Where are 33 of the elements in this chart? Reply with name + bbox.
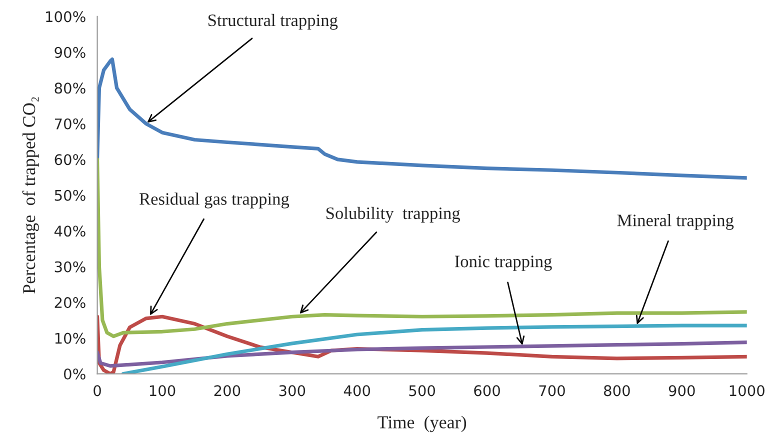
y-tick-label: 40% — [54, 226, 86, 237]
y-axis-title: Percentage of trapped CO₂ — [22, 97, 39, 294]
line-series — [121, 324, 747, 374]
y-tick-label: 90% — [54, 46, 86, 58]
x-tick-label: 300 — [279, 385, 306, 396]
x-tick-label: 1000 — [730, 385, 764, 396]
y-tick-label: 100% — [46, 11, 86, 22]
x-tick-label: 100 — [150, 385, 176, 396]
annotation: Ionic trapping — [454, 256, 552, 271]
x-tick-label: 200 — [214, 385, 240, 396]
annotation: Solubility trapping — [326, 206, 460, 223]
x-tick-label: 0 — [94, 385, 101, 396]
line-series — [97, 340, 747, 368]
y-tick-label: 80% — [54, 82, 86, 94]
y-tick-label: 50% — [54, 190, 86, 201]
x-tick-label: 500 — [409, 385, 436, 396]
y-tick-label: 60% — [54, 154, 86, 166]
annotation: Structural trapping — [208, 14, 338, 30]
line-series — [97, 58, 747, 180]
line-series — [97, 158, 747, 338]
annotation: Mineral trapping — [617, 214, 734, 230]
annotation: Residual gas trapping — [139, 192, 290, 208]
y-tick-label: 30% — [54, 261, 86, 272]
y-tick-label: 10% — [55, 332, 86, 344]
x-tick-label: 400 — [344, 385, 370, 396]
x-tick-label: 800 — [604, 385, 630, 396]
x-tick-label: 700 — [539, 385, 565, 396]
y-tick-label: 70% — [54, 118, 86, 130]
x-axis-title: Time (year) — [378, 416, 466, 432]
x-tick-label: 900 — [668, 385, 695, 396]
y-tick-label: 20% — [54, 297, 86, 308]
x-tick-label: 600 — [474, 385, 500, 396]
y-tick-label: 0% — [64, 368, 86, 380]
